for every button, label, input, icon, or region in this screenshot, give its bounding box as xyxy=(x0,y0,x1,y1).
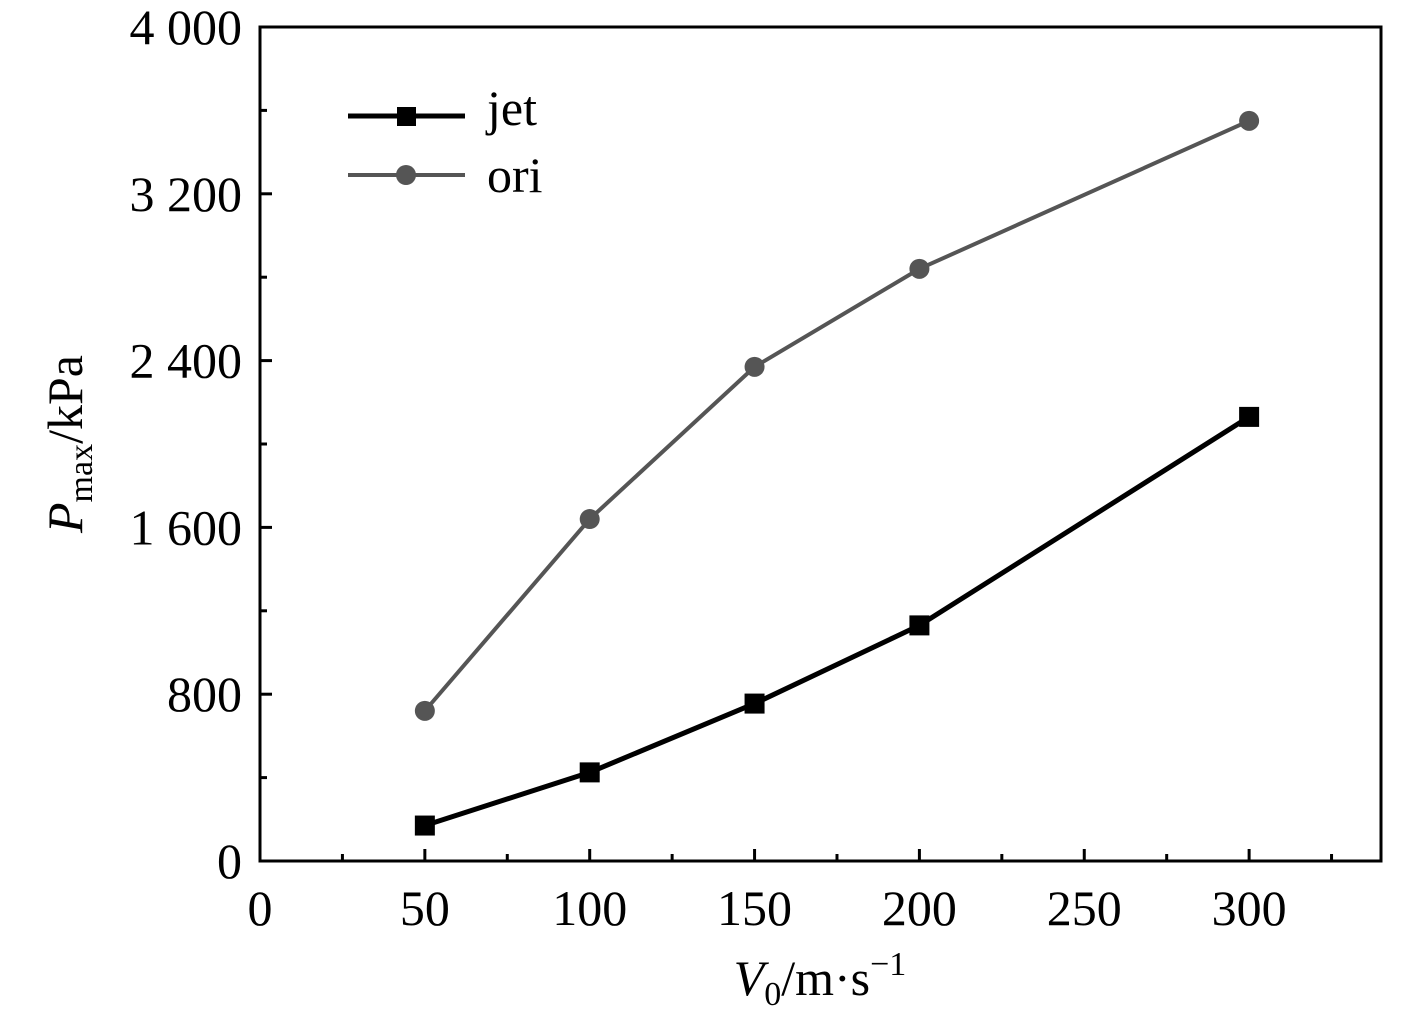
point-jet-150 xyxy=(744,693,765,714)
x-tick-label-50: 50 xyxy=(400,880,450,936)
point-jet-200 xyxy=(909,615,930,636)
x-tick-label-300: 300 xyxy=(1212,880,1287,936)
x-tick-label-250: 250 xyxy=(1047,880,1122,936)
legend-item-ori: ori xyxy=(348,147,543,203)
y-tick-label-800: 800 xyxy=(167,666,242,722)
x-tick-label-0: 0 xyxy=(248,880,273,936)
legend-marker-ori xyxy=(396,165,416,185)
point-ori-150 xyxy=(744,356,765,377)
y-tick-label-4000: 4 000 xyxy=(130,0,243,55)
y-tick-label-1600: 1 600 xyxy=(130,499,243,555)
series-ori xyxy=(414,110,1260,721)
point-ori-300 xyxy=(1239,110,1260,131)
plot-frame xyxy=(258,25,1383,863)
series-jet xyxy=(414,406,1260,836)
ticks-layer xyxy=(258,25,1334,863)
series-line-ori xyxy=(423,119,1250,713)
point-jet-50 xyxy=(414,815,435,836)
point-jet-300 xyxy=(1239,406,1260,427)
y-tick-label-2400: 2 400 xyxy=(130,333,243,389)
series-line-jet xyxy=(424,414,1251,828)
y-tick-label-0: 0 xyxy=(217,833,242,889)
point-ori-100 xyxy=(579,509,600,530)
legend: jet ori xyxy=(348,80,543,203)
x-tick-label-100: 100 xyxy=(552,880,627,936)
point-jet-100 xyxy=(579,762,600,783)
legend-label-ori: ori xyxy=(487,147,543,203)
series-layer xyxy=(414,110,1260,836)
point-ori-200 xyxy=(909,258,930,279)
x-tick-label-200: 200 xyxy=(882,880,957,936)
y-axis-title: Pmax/kPa xyxy=(37,355,100,534)
x-tick-label-150: 150 xyxy=(717,880,792,936)
legend-label-jet: jet xyxy=(485,80,537,136)
legend-item-jet: jet xyxy=(348,80,537,136)
point-ori-50 xyxy=(414,700,435,721)
x-axis-title: V0/m·s−1 xyxy=(734,946,907,1011)
legend-marker-jet xyxy=(397,107,416,126)
tick-labels-layer: 0 50 100 150 200 250 300 0 800 1 600 2 400 3 200 4 0… xyxy=(130,0,1287,936)
y-tick-label-3200: 3 200 xyxy=(130,166,243,222)
